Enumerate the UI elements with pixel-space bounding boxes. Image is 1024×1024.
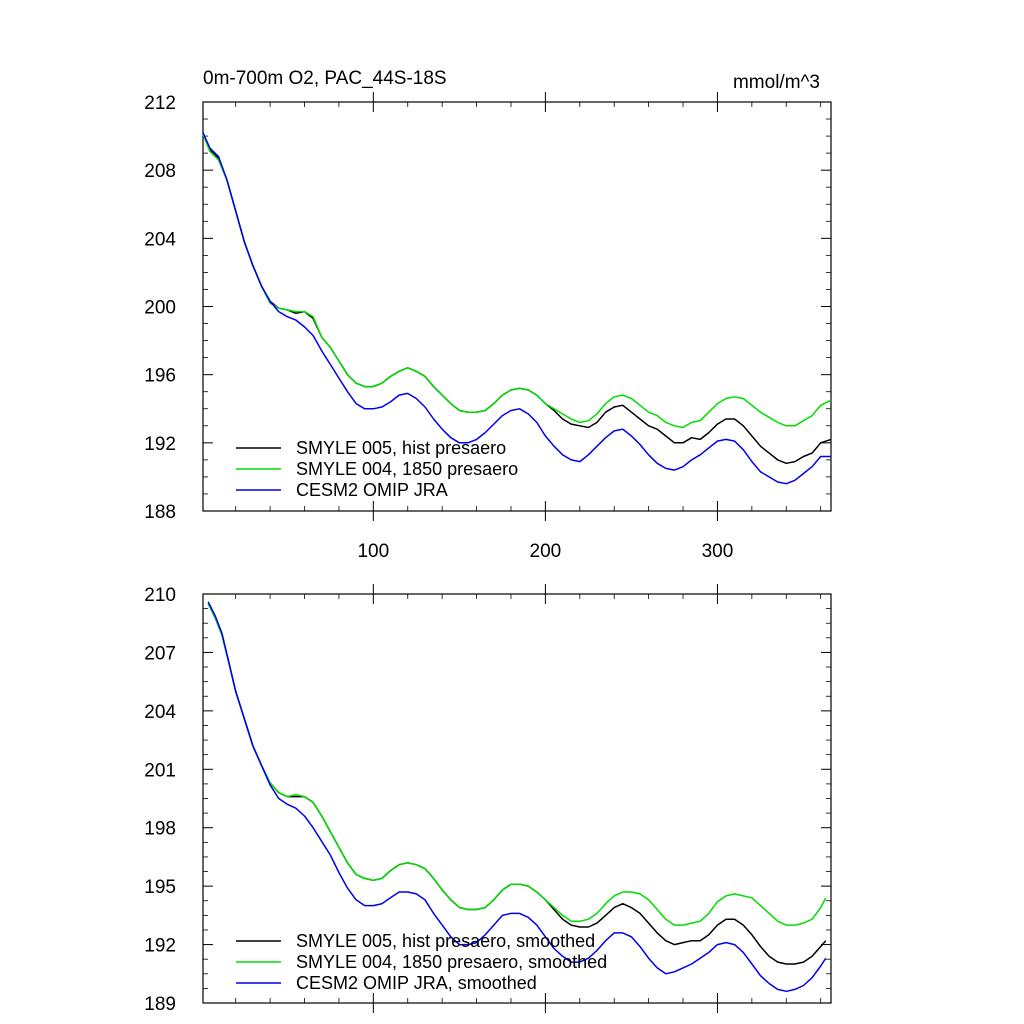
legend-label-3: CESM2 OMIP JRA, smoothed [296,973,537,993]
top-plot-area: 188 192 196 200 204 208 212 100 200 300 SMYLE 005,… [144,92,832,562]
top-chart-title: 0m-700m O2, PAC_44S-18S [203,68,447,89]
bottom-plot-area: 189 192 195 198 201 204 207 210 SMYLE 005, hist … [144,584,832,1015]
series-line-1 [207,603,827,965]
y-tick-label: 195 [144,877,176,898]
series-line-2 [207,603,827,926]
y-tick-label: 192 [144,936,176,957]
x-tick-label: 200 [530,541,562,562]
series-line-3 [207,601,827,993]
y-tick-label: 200 [144,298,176,319]
y-tick-label: 204 [144,702,176,723]
x-tick-label: 100 [357,541,389,562]
legend-label-1: SMYLE 005, hist presaero [296,438,506,458]
top-chart-units: mmol/m^3 [733,72,820,93]
y-tick-label: 208 [144,161,176,182]
legend-label-3: CESM2 OMIP JRA [296,480,448,500]
series-line-3 [202,132,831,485]
y-tick-label: 201 [144,760,176,781]
y-tick-label: 210 [144,585,176,606]
x-tick-label: 300 [702,541,734,562]
y-tick-label: 192 [144,434,176,455]
bottom-panel: 189 192 195 198 201 204 207 210 SMYLE 005, hist … [144,584,832,1015]
legend-label-2: SMYLE 004, 1850 presaero, smoothed [296,952,607,972]
legend-label-1: SMYLE 005, hist presaero, smoothed [296,931,595,951]
y-tick-label: 212 [144,93,176,114]
y-tick-label: 189 [144,994,176,1015]
y-tick-label: 188 [144,502,176,523]
y-tick-label: 196 [144,366,176,387]
top-panel: 0m-700m O2, PAC_44S-18S mmol/m^3 1881921… [144,68,832,562]
series-line-1 [202,132,832,465]
y-tick-label: 204 [144,229,176,250]
y-tick-label: 198 [144,819,176,840]
y-tick-label: 207 [144,643,176,664]
series-line-2 [202,134,832,429]
legend-label-2: SMYLE 004, 1850 presaero [296,459,518,479]
